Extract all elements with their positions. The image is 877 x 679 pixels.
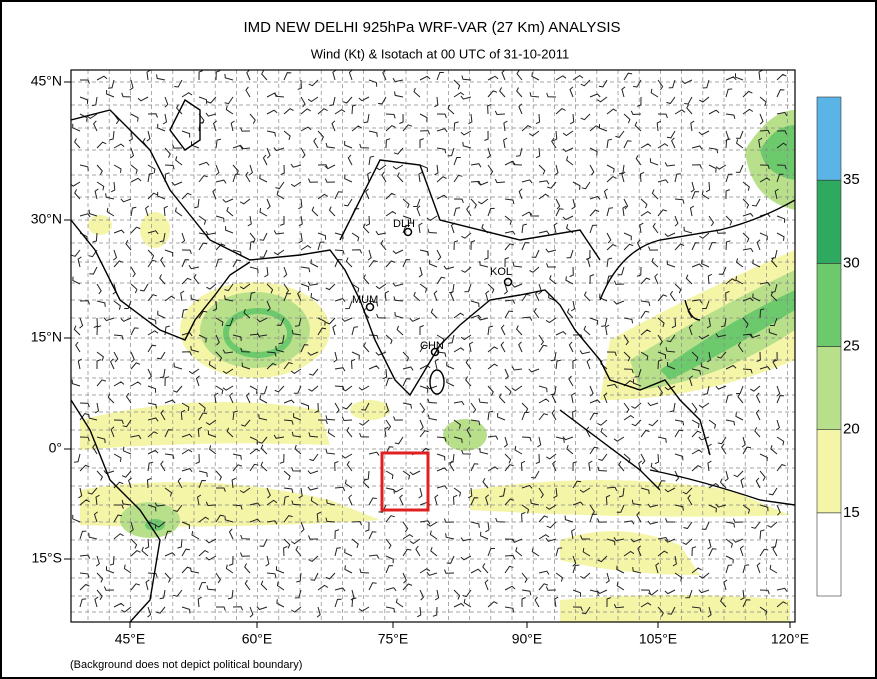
coastlines [71,98,795,622]
station-marker [430,347,440,357]
lon-label: 60°E [242,631,273,647]
colorbar-segment [816,512,842,597]
map-border [70,69,796,623]
colorbar: 15 20 25 30 35 [816,96,860,597]
map-area: DLH KOL MUM CHN [71,70,795,622]
station-label: MUM [352,294,378,306]
axis-labels: 45°N 30°N 15°N 0° 15°S 45°E 60°E 75°E 90°E 105°E 1… [31,73,809,647]
lat-label: 15°N [31,329,62,345]
station-marker [365,302,375,312]
lat-label: 0° [49,440,62,456]
station-label: DLH [393,218,415,230]
graticule [71,70,795,622]
footnote: (Background does not depict political bo… [70,659,302,671]
lat-label: 15°S [31,550,62,566]
colorbar-segment [816,429,842,514]
colorbar-segment [816,179,842,264]
colorbar-label: 15 [843,504,860,521]
lon-label: 105°E [639,631,677,647]
colorbar-segment [816,263,842,347]
subtitle: Wind (Kt) & Isotach at 00 UTC of 31-10-2… [311,46,569,61]
station-marker [503,277,513,287]
lon-label: 45°E [115,631,146,647]
title: IMD NEW DELHI 925hPa WRF-VAR (27 Km) ANA… [243,19,620,36]
lon-label: 120°E [771,631,809,647]
lat-label: 45°N [31,73,62,89]
station-label: CHN [420,340,444,352]
station-marker [403,227,413,237]
colorbar-label: 30 [843,254,860,271]
station-label: KOL [490,266,512,278]
highlight-box [380,451,430,512]
lat-label: 30°N [31,211,62,227]
stations: DLH KOL MUM CHN [352,218,513,357]
colorbar-segment [816,346,842,430]
lon-label: 90°E [512,631,543,647]
colorbar-label: 25 [843,337,860,354]
colorbar-label: 20 [843,421,860,438]
lon-label: 75°E [378,631,409,647]
colorbar-segment [816,96,842,181]
wind-barbs [71,70,788,618]
colorbar-label: 35 [843,171,860,188]
